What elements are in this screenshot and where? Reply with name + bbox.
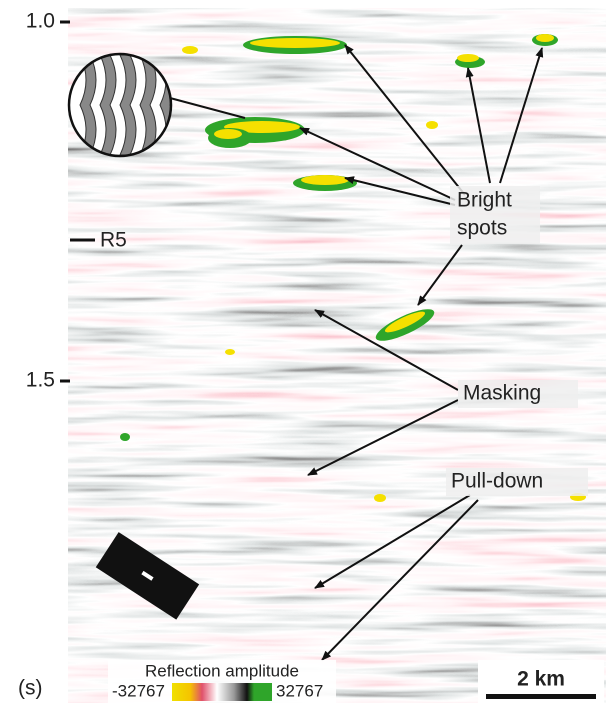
annotation: Masking: [463, 382, 541, 405]
annotation: Pull-down: [451, 470, 543, 493]
colorbar: [172, 683, 272, 701]
scale-label: 2 km: [517, 668, 565, 691]
legend-max: 32767: [276, 681, 323, 700]
annotation: Bright: [457, 189, 512, 212]
figure: Bright spots Masking Pull-down 1.0 1.5 R…: [0, 0, 608, 711]
legend-title: Reflection amplitude: [145, 661, 299, 680]
scale-bar: 2 km: [478, 660, 604, 704]
unit-label: (s): [18, 677, 43, 700]
annotation: spots: [457, 217, 507, 240]
tick-label: 1.5: [26, 369, 55, 392]
legend: Reflection amplitude -32767 32767: [108, 660, 336, 706]
legend-min: -32767: [112, 681, 165, 700]
horizon-label: R5: [100, 229, 127, 252]
page: Bright spots Masking Pull-down 1.0 1.5 R…: [0, 0, 608, 711]
tick-label: 1.0: [26, 10, 55, 33]
